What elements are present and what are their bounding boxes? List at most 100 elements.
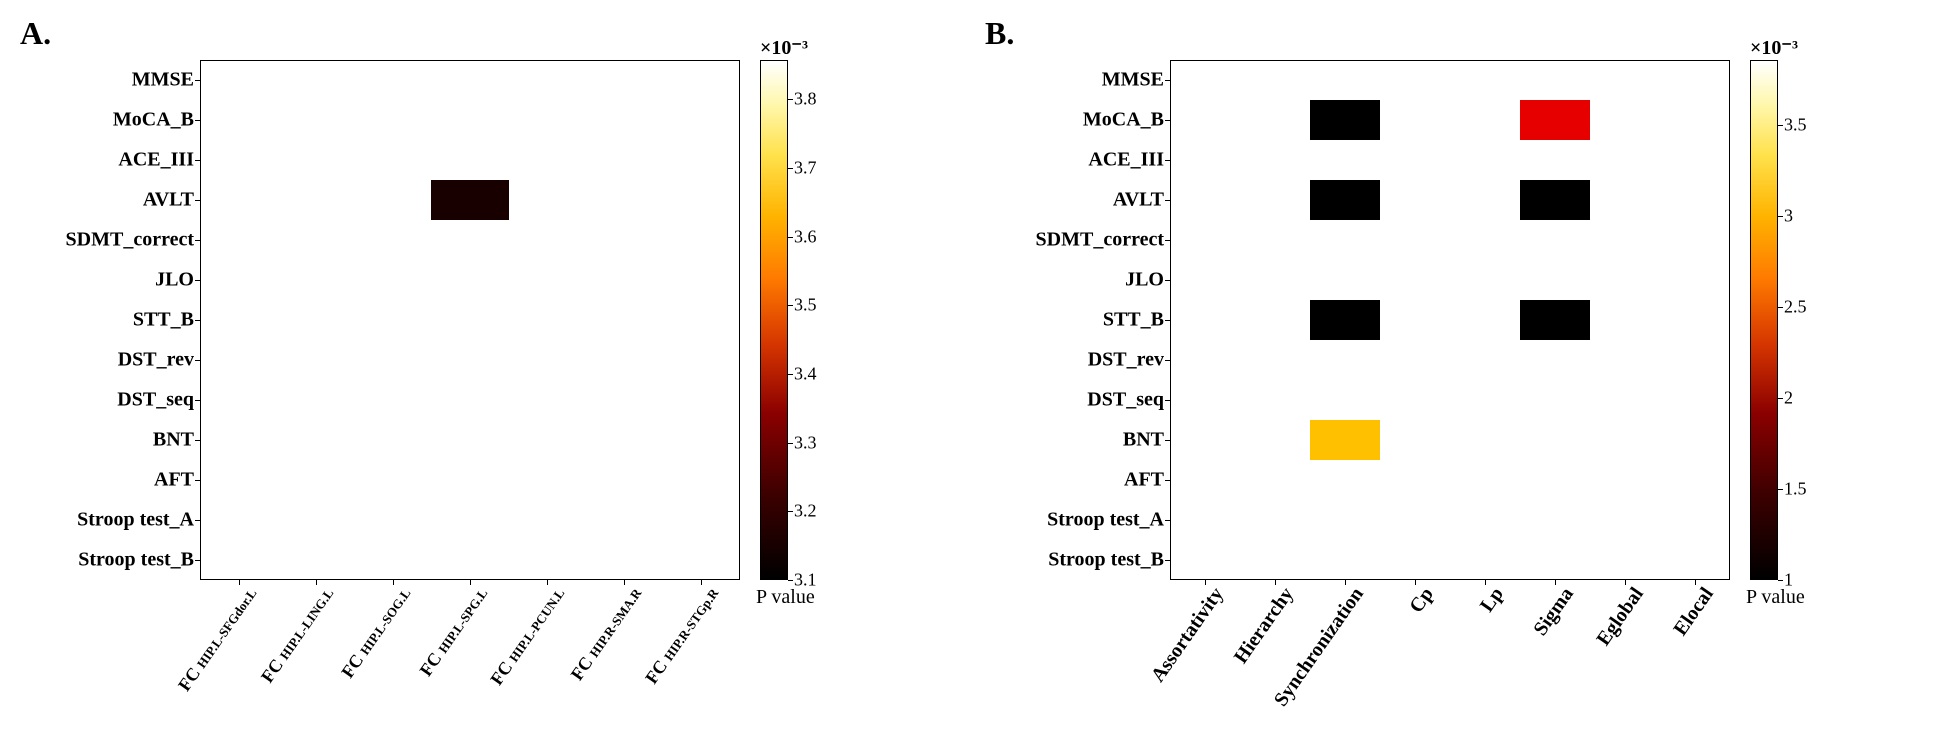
panel-b-colorbar-exponent: ×10⁻³	[1750, 35, 1798, 60]
y-tickmark	[195, 160, 200, 161]
y-tick-label: Stroop test_A	[1047, 509, 1170, 532]
x-tick-label: Sigma	[1524, 580, 1578, 640]
y-tickmark	[195, 200, 200, 201]
x-tickmark	[1205, 580, 1206, 585]
colorbar-tickmark	[1778, 580, 1783, 581]
panel-b-colorbar: ×10⁻³ P value 11.522.533.5	[1750, 60, 1778, 580]
colorbar-tickmark	[788, 443, 793, 444]
x-tickmark	[701, 580, 702, 585]
y-tick-label: MoCA_B	[1083, 109, 1170, 132]
y-tick-label: BNT	[153, 429, 200, 452]
x-tickmark	[239, 580, 240, 585]
y-tick-label: MMSE	[1102, 69, 1170, 92]
x-tickmark	[624, 580, 625, 585]
panel-b-colorbar-label: P value	[1746, 580, 1805, 609]
heatmap-cell	[1310, 180, 1380, 220]
x-tickmark	[1695, 580, 1696, 585]
y-tickmark	[195, 80, 200, 81]
y-tickmark	[1165, 160, 1170, 161]
x-tick-label: FC HIP.R-STGp.R	[637, 580, 724, 688]
x-tickmark	[1625, 580, 1626, 585]
panel-a-label: A.	[20, 15, 51, 52]
colorbar-tickmark	[1778, 307, 1783, 308]
y-tickmark	[1165, 520, 1170, 521]
x-tickmark	[393, 580, 394, 585]
y-tickmark	[1165, 480, 1170, 481]
y-tickmark	[195, 120, 200, 121]
x-tickmark	[1485, 580, 1486, 585]
x-tickmark	[1345, 580, 1346, 585]
x-tickmark	[470, 580, 471, 585]
y-tick-label: DST_seq	[1087, 389, 1170, 412]
x-tickmark	[1415, 580, 1416, 585]
colorbar-tickmark	[788, 511, 793, 512]
x-tick-label: FC HIP.L-SPG.L	[411, 580, 493, 680]
colorbar-tickmark	[1778, 125, 1783, 126]
panel-b-colorbar-gradient	[1750, 60, 1778, 580]
y-tick-label: Stroop test_B	[78, 549, 200, 572]
panel-a-colorbar-gradient	[760, 60, 788, 580]
x-tickmark	[1275, 580, 1276, 585]
y-tick-label: STT_B	[133, 309, 200, 332]
y-tickmark	[1165, 120, 1170, 121]
y-tick-label: AFT	[1124, 469, 1170, 492]
x-tick-label: Lp	[1471, 580, 1509, 617]
colorbar-tickmark	[788, 99, 793, 100]
y-tickmark	[1165, 440, 1170, 441]
figure: A. MMSEMoCA_BACE_IIIAVLTSDMT_correctJLOS…	[0, 0, 1945, 750]
y-tickmark	[195, 480, 200, 481]
y-tick-label: DST_rev	[1088, 349, 1170, 372]
y-tickmark	[195, 520, 200, 521]
y-tickmark	[195, 320, 200, 321]
y-tick-label: AVLT	[1113, 189, 1170, 212]
y-tick-label: AVLT	[143, 189, 200, 212]
y-tickmark	[195, 400, 200, 401]
y-tickmark	[1165, 80, 1170, 81]
colorbar-tickmark	[1778, 398, 1783, 399]
y-tickmark	[1165, 280, 1170, 281]
panel-a-colorbar-exponent: ×10⁻³	[760, 35, 808, 60]
y-tick-label: DST_seq	[117, 389, 200, 412]
y-tickmark	[195, 440, 200, 441]
x-tickmark	[316, 580, 317, 585]
y-tick-label: Stroop test_B	[1048, 549, 1170, 572]
y-tickmark	[195, 360, 200, 361]
x-tick-label: Hierarchy	[1225, 580, 1299, 668]
y-tick-label: SDMT_correct	[66, 229, 200, 252]
y-tickmark	[1165, 560, 1170, 561]
y-tick-label: ACE_III	[1088, 149, 1170, 172]
y-tick-label: BNT	[1123, 429, 1170, 452]
y-tick-label: ACE_III	[118, 149, 200, 172]
panel-a-colorbar: ×10⁻³ P value 3.13.23.33.43.53.63.73.8	[760, 60, 788, 580]
x-tick-label: Elocal	[1664, 580, 1718, 640]
heatmap-cell	[1520, 300, 1590, 340]
panel-b-label: B.	[985, 15, 1014, 52]
heatmap-cell	[1520, 100, 1590, 140]
y-tickmark	[195, 240, 200, 241]
x-tick-label: FC HIP.L-SOG.L	[332, 580, 415, 682]
colorbar-tickmark	[788, 580, 793, 581]
panel-b-border	[1170, 60, 1730, 580]
colorbar-tickmark	[788, 305, 793, 306]
panel-a-border	[200, 60, 740, 580]
y-tick-label: JLO	[1125, 269, 1170, 292]
heatmap-cell	[1310, 100, 1380, 140]
heatmap-cell	[1520, 180, 1590, 220]
x-tick-label: FC HIP.R-SMA.R	[562, 580, 646, 684]
y-tickmark	[195, 280, 200, 281]
y-tickmark	[1165, 240, 1170, 241]
panel-b-plot: MMSEMoCA_BACE_IIIAVLTSDMT_correctJLOSTT_…	[1170, 60, 1730, 580]
x-tick-label: Cp	[1400, 580, 1438, 618]
colorbar-tickmark	[1778, 216, 1783, 217]
colorbar-tickmark	[788, 374, 793, 375]
x-tick-label: FC HIP.L-LING.L	[252, 580, 338, 687]
x-tickmark	[1555, 580, 1556, 585]
y-tickmark	[1165, 360, 1170, 361]
y-tickmark	[1165, 320, 1170, 321]
y-tickmark	[1165, 200, 1170, 201]
y-tickmark	[195, 560, 200, 561]
x-tick-label: Eglobal	[1587, 580, 1648, 650]
heatmap-cell	[431, 180, 508, 220]
x-tick-label: FC HIP.L-SFGdor.L	[169, 580, 261, 695]
y-tick-label: MMSE	[132, 69, 200, 92]
